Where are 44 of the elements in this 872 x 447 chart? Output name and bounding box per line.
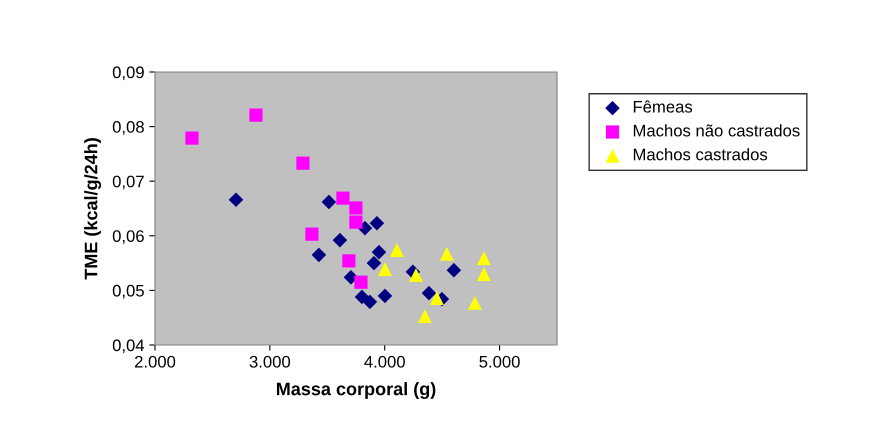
y-tick-label: 0,04 xyxy=(112,339,144,354)
point xyxy=(422,286,436,300)
point xyxy=(476,251,491,266)
point xyxy=(312,248,326,262)
point xyxy=(185,131,199,145)
x-axis-title: Massa corporal (g) xyxy=(276,382,436,399)
point xyxy=(362,294,378,310)
point xyxy=(336,192,350,205)
y-tick-label: 0,05 xyxy=(112,284,144,299)
x-tick-label: 5.000 xyxy=(479,356,520,368)
point xyxy=(409,268,423,282)
point xyxy=(332,232,348,248)
point xyxy=(390,243,404,257)
y-tick-label: 0,08 xyxy=(112,121,144,135)
point xyxy=(322,194,336,210)
point xyxy=(476,267,491,281)
point xyxy=(378,262,392,276)
point xyxy=(430,291,444,305)
point xyxy=(354,276,368,289)
x-tick-label: 2.000 xyxy=(134,356,176,368)
y-tick-label: 0,06 xyxy=(112,230,144,244)
point xyxy=(418,309,432,324)
point xyxy=(249,108,263,122)
point xyxy=(440,246,454,261)
y-tick-label: 0,07 xyxy=(112,176,144,190)
point xyxy=(446,262,462,278)
point xyxy=(228,192,244,208)
point xyxy=(305,228,318,241)
point xyxy=(468,296,482,310)
legend-label: Fêmeas xyxy=(634,100,692,113)
x-tick-label: 4.000 xyxy=(364,356,405,368)
point xyxy=(342,254,356,268)
point xyxy=(349,201,362,215)
y-axis-title: TME (kcal/g/24h) xyxy=(84,138,102,280)
point xyxy=(378,288,392,304)
y-tick-label: 0,09 xyxy=(112,66,144,80)
point xyxy=(349,216,362,229)
point xyxy=(372,244,386,260)
legend-label: Machos não castrados xyxy=(634,124,800,137)
x-tick-label: 3.000 xyxy=(250,356,290,368)
point xyxy=(296,156,310,170)
point xyxy=(366,256,382,270)
legend-label: Machos castrados xyxy=(634,148,768,160)
point xyxy=(370,216,384,231)
